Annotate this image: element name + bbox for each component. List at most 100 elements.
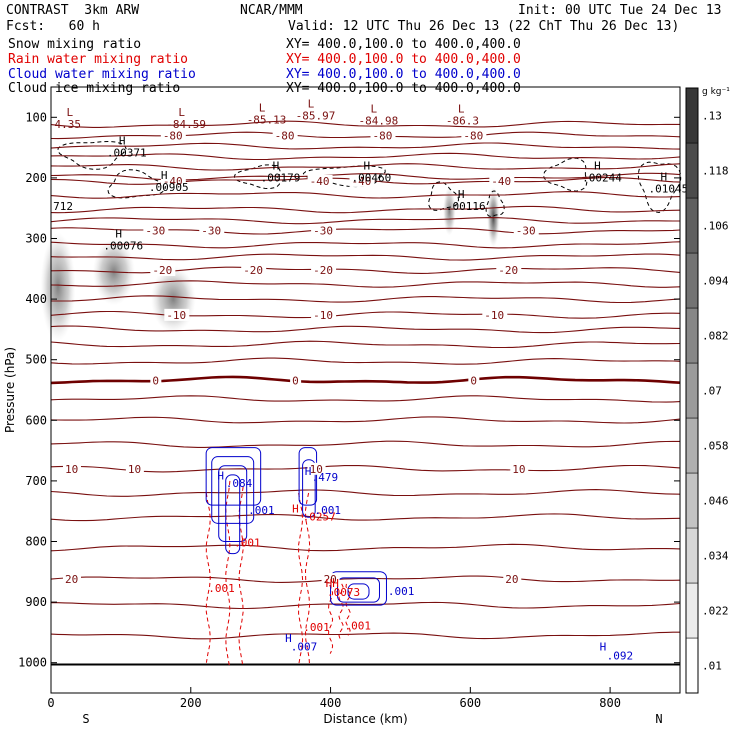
- isotherm-line: [51, 601, 681, 610]
- y-tick-label: 600: [25, 413, 47, 427]
- isotherm-label: -30: [145, 225, 165, 238]
- isotherm-label: 0: [470, 374, 477, 387]
- isotherm-label: -20: [152, 264, 172, 277]
- field-snow-label: Snow mixing ratio: [8, 37, 142, 52]
- colorbar-segment: [685, 197, 699, 254]
- field-cloud-water-label: Cloud water mixing ratio: [8, 67, 196, 82]
- cloud-water-maximum-marker: H: [600, 641, 607, 654]
- y-tick-label: 800: [25, 535, 47, 549]
- isotherm-label: -10: [313, 309, 333, 322]
- minimum-marker: L: [458, 103, 465, 116]
- isotherm-label: -20: [243, 264, 263, 277]
- isotherm-line: [50, 631, 680, 640]
- colorbar-tick-label: .13: [702, 110, 722, 123]
- y-axis-title: Pressure (hPa): [3, 347, 17, 433]
- minimum-marker: L: [259, 101, 266, 114]
- isotherm-line: [50, 152, 681, 161]
- isotherm-line: [50, 217, 680, 225]
- field-rain-xy: XY= 400.0,100.0 to 400.0,400.0: [286, 52, 521, 67]
- cloud-water-label: .001: [248, 504, 275, 517]
- field-cloud-ice-xy: XY= 400.0,100.0 to 400.0,400.0: [286, 81, 521, 96]
- plot-frame: [50, 86, 681, 694]
- isotherm-label-bg: [510, 462, 529, 475]
- isotherm-line: [50, 489, 681, 497]
- isotherm-line: [50, 191, 681, 199]
- colorbar-segment: [685, 142, 699, 199]
- colorbar-tick-label: .034: [702, 550, 729, 563]
- y-tick-label: 700: [25, 474, 47, 488]
- isotherm-label-bg: [125, 462, 144, 475]
- colorbar-segment: [685, 87, 699, 144]
- isotherm-label-bg: [160, 129, 186, 142]
- colorbar-tick-label: .07: [702, 385, 722, 398]
- isotherm-label-bg: [143, 224, 169, 237]
- field-cloud-water-xy: XY= 400.0,100.0 to 400.0,400.0: [286, 67, 521, 82]
- colorbar-segment: [685, 527, 699, 584]
- colorbar-segment: [685, 582, 699, 639]
- minimum-marker: L: [66, 106, 73, 119]
- isotherm-line: [50, 416, 681, 424]
- isotherm-line: [50, 280, 681, 288]
- isotherm-line: [50, 205, 681, 214]
- x-end-label-north: N: [655, 712, 662, 726]
- isotherm-label: -10: [484, 309, 504, 322]
- cloud-water-label: .001: [314, 504, 341, 517]
- isotherm-label-bg: [241, 264, 267, 277]
- y-tick-label: 100: [25, 110, 47, 124]
- colorbar-frame: [685, 87, 699, 694]
- x-axis-title: Distance (km): [323, 712, 407, 726]
- header-center-line1: NCAR/MMM: [240, 3, 303, 18]
- colorbar-segment: [685, 637, 699, 694]
- cloud-water-contour: [302, 459, 316, 518]
- cloud-water-label: .084: [226, 477, 253, 490]
- ice-maximum-label: .00179: [261, 172, 301, 185]
- isotherm-label: 0: [152, 374, 159, 387]
- cloud-water-contour: [337, 577, 380, 603]
- snow-shading: [40, 232, 76, 342]
- isotherm-label: 10: [512, 463, 525, 476]
- isotherm-label-bg: [513, 224, 539, 237]
- y-tick-label: 300: [25, 232, 47, 246]
- isotherm-label-bg: [164, 308, 190, 321]
- rain-maximum-marker: H: [292, 502, 299, 515]
- rain-contour: [304, 492, 311, 666]
- isotherm-label-bg: [503, 573, 522, 586]
- x-tick-label: 0: [47, 696, 54, 710]
- isotherm-label-bg: [160, 174, 186, 187]
- isotherm-label: -40: [163, 175, 183, 188]
- cloud-ice-contour: [428, 181, 460, 211]
- isotherm-label: -80: [372, 129, 392, 142]
- rain-contour: [328, 577, 334, 654]
- isotherm-label: -40: [310, 175, 330, 188]
- isotherm-line: [50, 375, 681, 385]
- minimum-marker: L: [308, 98, 315, 111]
- ice-maximum-label: .00460: [352, 172, 392, 185]
- header-valid-line: Valid: 12 UTC Thu 26 Dec 13 (22 ChT Thu …: [288, 19, 680, 34]
- colorbar-segment: [685, 307, 699, 364]
- cloud-water-contour: [298, 447, 318, 506]
- isotherm-label: -20: [498, 264, 518, 277]
- x-tick-label: 800: [599, 696, 621, 710]
- cloud-water-contour: [347, 583, 370, 600]
- isotherm-label: 10: [310, 463, 323, 476]
- rain-label: .001: [234, 536, 261, 549]
- ice-maximum-label: .00905: [149, 181, 189, 194]
- y-tick-label: 400: [25, 292, 47, 306]
- colorbar-tick-label: .106: [702, 220, 729, 233]
- rain-label: .0073: [327, 586, 360, 599]
- cloud-water-contour: [330, 571, 387, 606]
- cloud-water-maximum-marker: H: [305, 465, 312, 478]
- isotherm-label-bg: [311, 264, 337, 277]
- field-cloud-ice-label: Cloud ice mixing ratio: [8, 81, 181, 96]
- ice-maximum-label: .00244: [582, 172, 622, 185]
- isotherm-label-bg: [468, 374, 480, 387]
- ice-maximum-marker: H: [661, 170, 668, 183]
- isotherm-label: -80: [463, 129, 483, 142]
- minimum-label: -84.98: [359, 115, 399, 128]
- ice-maximum-label: .01045: [649, 182, 689, 195]
- isotherm-line: [50, 395, 681, 403]
- isotherm-label-bg: [311, 224, 337, 237]
- isotherm-label: -30: [201, 225, 221, 238]
- ice-maximum-label: 712: [53, 200, 73, 213]
- cloud-water-contour: [218, 465, 248, 542]
